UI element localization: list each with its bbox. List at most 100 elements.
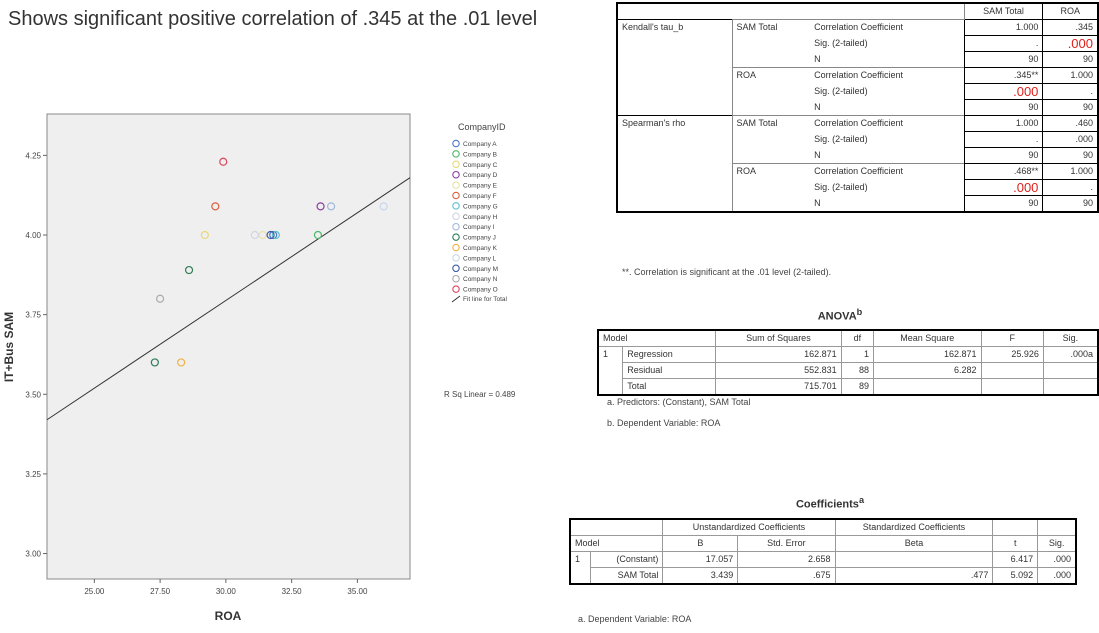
statistic-label: Correlation Coefficient — [810, 163, 965, 180]
legend-marker — [452, 139, 460, 148]
x-tick-label: 35.00 — [347, 587, 368, 596]
data-point — [200, 230, 209, 240]
legend-item: Company I — [463, 224, 495, 231]
table-row: N 90 90 — [617, 51, 1099, 68]
variable-cell: SAM Total — [732, 19, 811, 68]
value-cell: 89 — [840, 378, 875, 396]
statistic-label: N — [814, 149, 821, 160]
data-points — [150, 157, 388, 367]
x-tick-label: 27.50 — [150, 587, 171, 596]
legend-item: Company D — [463, 172, 498, 179]
header-cell: Beta — [834, 535, 994, 552]
y-tick-label: 4.25 — [25, 151, 41, 160]
header-cell: SAM Total — [963, 2, 1044, 20]
legend-item: Company B — [463, 151, 497, 158]
legend-item: Company O — [463, 287, 498, 294]
value-cell: 162.871 — [715, 346, 842, 363]
data-point — [177, 358, 186, 367]
value-cell — [1042, 378, 1099, 396]
legend-marker — [452, 243, 460, 252]
header-cell: Mean Square — [873, 329, 982, 347]
data-point — [156, 294, 165, 303]
value-cell: .460 — [1042, 115, 1099, 132]
data-point — [271, 230, 280, 240]
value-cell: 1.000 — [1042, 163, 1099, 180]
value-cell: 1.000 — [963, 19, 1044, 36]
table-row: ROA Correlation Coefficient .345** 1.000 — [617, 67, 1099, 116]
table-row: N 90 90 — [617, 147, 1099, 164]
header-cell: B — [662, 535, 739, 552]
legend-marker — [452, 181, 460, 189]
x-tick-label: 32.50 — [282, 587, 303, 596]
value-cell: 2.658 — [737, 551, 836, 568]
value-cell: 162.871 — [873, 346, 982, 363]
value-cell — [980, 378, 1044, 396]
header-cell: Unstandardized Coefficients — [662, 518, 836, 536]
legend-marker — [452, 212, 460, 221]
legend-marker — [452, 222, 460, 231]
x-axis: 25.00 27.50 30.00 32.50 35.00 — [84, 579, 368, 596]
variable-cell: SAM Total — [732, 115, 811, 164]
header-cell: t — [992, 535, 1039, 552]
header-cell: Sum of Squares — [715, 329, 842, 347]
anova-title: ANOVAb — [817, 307, 863, 323]
legend-item: Company K — [463, 245, 498, 252]
value-cell: 90 — [1042, 195, 1099, 213]
value-cell: 3.439 — [662, 567, 739, 585]
coefficients-title: Coefficientsa — [795, 495, 865, 511]
anova-footnote-a: a. Predictors: (Constant), SAM Total — [607, 397, 751, 407]
legend-marker — [452, 233, 460, 241]
legend-marker — [452, 274, 460, 283]
header-cell: Model — [569, 535, 664, 552]
row-label: Residual — [622, 362, 717, 379]
legend-marker — [452, 254, 460, 262]
y-axis-label: IT+Bus SAM — [2, 312, 16, 382]
value-cell: . — [963, 35, 1044, 52]
value-cell: .000 — [1042, 131, 1099, 148]
value-cell — [834, 551, 994, 568]
value-cell: .345** — [963, 67, 1044, 84]
data-point — [269, 230, 278, 240]
value-cell: 90 — [1042, 99, 1099, 116]
value-cell: 552.831 — [715, 362, 842, 379]
headline: Shows significant positive correlation o… — [8, 8, 538, 30]
data-point — [150, 358, 159, 367]
table-row: SAM Total 3.439.675.477 5.092.000 — [570, 567, 1077, 585]
row-label: Total — [622, 378, 717, 396]
legend-marker — [452, 285, 460, 293]
header-cell: Model — [597, 329, 717, 347]
header-row: Model B Std. Error Beta t Sig. — [569, 535, 1077, 552]
legend-marker — [452, 264, 460, 273]
header-row: SAM Total ROA — [617, 2, 1099, 20]
statistic-label: Sig. (2-tailed) — [814, 181, 868, 192]
value-cell — [980, 362, 1044, 379]
value-cell: 17.057 — [662, 551, 739, 568]
value-cell — [873, 378, 982, 396]
statistic-label: Sig. (2-tailed) — [814, 85, 868, 96]
value-cell: 90 — [963, 51, 1044, 68]
legend-title: CompanyID — [458, 122, 506, 132]
table-row: Sig. (2-tailed) .000. — [617, 179, 1099, 196]
table-row: Total 715.701 89 — [598, 378, 1099, 396]
data-point — [184, 265, 194, 275]
legend-fit-marker — [451, 295, 461, 303]
coefficients-footnote: a. Dependent Variable: ROA — [578, 614, 692, 624]
statistic-label: Correlation Coefficient — [810, 67, 965, 84]
legend-item: Company M — [463, 266, 498, 273]
legend-marker — [452, 150, 460, 158]
value-cell: 25.926 — [980, 346, 1044, 363]
header-cell — [617, 3, 965, 20]
header-row: Unstandardized Coefficients Standardized … — [569, 518, 1077, 536]
value-cell: 6.417 — [992, 551, 1039, 568]
row-label: Regression — [622, 346, 717, 363]
statistic-label: Correlation Coefficient — [810, 115, 965, 132]
header-cell: Std. Error — [737, 535, 836, 552]
header-row: Model Sum of Squares df Mean Square F Sig. — [597, 329, 1099, 347]
value-cell — [1042, 362, 1099, 379]
plot-area — [46, 113, 411, 580]
method-cell: Kendall's tau_b — [617, 19, 733, 116]
header-cell — [1037, 518, 1077, 536]
header-cell: ROA — [1042, 2, 1099, 20]
statistic-label: N — [814, 53, 821, 64]
header-cell — [992, 518, 1039, 536]
